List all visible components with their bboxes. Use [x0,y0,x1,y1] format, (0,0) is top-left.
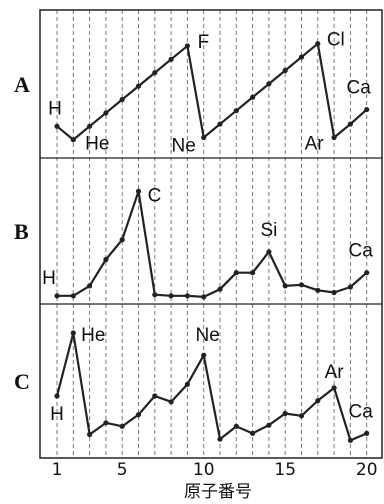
data-point [250,430,256,436]
data-point [315,41,321,47]
data-point [87,123,93,129]
data-point [152,70,158,76]
data-point [201,134,207,141]
x-tick-label: 10 [193,460,215,480]
element-label: H [50,404,64,425]
panel-label: B [14,219,29,244]
data-point [217,286,223,292]
data-point [298,282,305,288]
plot-frame [39,9,383,459]
series-line [55,331,368,442]
data-point [266,81,272,87]
panel-a: AH He F Ne Cl Ar Ca [14,30,371,157]
data-point [282,410,288,417]
x-axis-label: 原子番号 [184,482,252,502]
element-label: F [198,32,210,53]
data-point [233,270,239,276]
element-label: Ca [347,78,372,99]
data-point [119,237,125,243]
data-point [282,67,288,74]
element-label: H [42,268,56,289]
data-point [331,134,337,141]
vertical-gridlines [56,10,368,458]
data-point [184,293,190,299]
data-point [282,283,288,289]
data-point [331,385,337,391]
data-point [364,270,370,276]
data-point [201,294,207,300]
data-point [250,94,256,100]
element-label: Ca [349,241,374,262]
data-point [135,83,142,89]
data-point [70,330,76,336]
data-point [87,283,93,289]
data-point [298,54,305,60]
data-point [103,420,109,426]
x-tick-label: 15 [274,460,296,480]
data-point [103,110,109,116]
x-axis-ticks: 1 5 10 15 20 [52,460,378,480]
series-line [56,42,368,141]
data-point [217,436,223,442]
panel-label: C [14,369,30,394]
element-label: Ar [325,362,345,383]
data-point [54,393,60,399]
data-point [250,270,256,276]
data-point [87,431,93,438]
data-point [119,96,125,103]
series-line [57,190,368,298]
data-point [135,412,142,418]
data-point [266,249,272,255]
element-label: H [48,98,62,119]
data-point [298,413,305,419]
data-point [266,422,272,428]
data-point [54,293,60,299]
panel-label: A [14,72,30,97]
data-point [152,292,158,298]
data-point [233,423,239,429]
data-point [347,121,353,127]
x-tick-label: 20 [356,460,378,480]
element-label: Ca [349,401,374,422]
data-point [217,121,223,127]
element-label: Si [260,220,277,241]
data-point [347,437,353,443]
element-label: He [85,134,109,155]
data-point [184,381,190,387]
panel-b: B H C Si Ca [14,185,374,300]
data-point [168,399,174,405]
x-tick-label: 1 [52,460,63,480]
data-point [135,188,142,194]
data-point [364,430,370,436]
data-point [70,293,76,299]
data-point [54,123,60,129]
data-point [364,106,370,113]
element-label: C [148,185,162,206]
data-point [168,56,174,62]
element-label: Ne [196,325,220,346]
data-point [315,398,321,404]
data-point [331,289,337,296]
element-label: Cl [327,30,345,51]
data-point [168,293,174,299]
data-point [152,393,158,399]
element-label: Ne [172,135,196,156]
data-point [347,284,353,290]
element-label: Ar [305,133,325,154]
data-point [315,287,321,293]
element-label: He [81,325,105,346]
data-point [103,256,109,263]
data-point [201,352,207,358]
data-point [70,137,76,143]
data-point [119,423,125,429]
data-point [233,108,239,114]
data-point [184,43,190,49]
x-tick-label: 5 [117,460,128,480]
